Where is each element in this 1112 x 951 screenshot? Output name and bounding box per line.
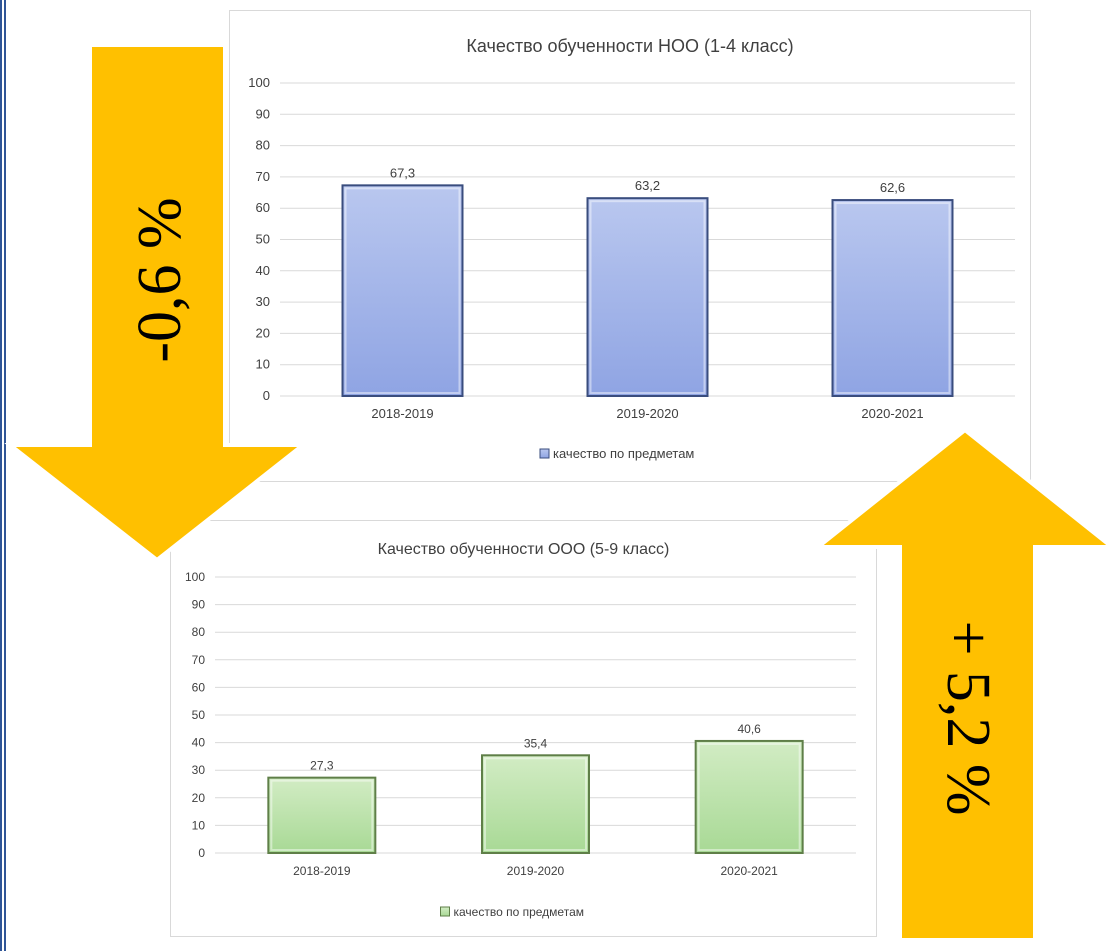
legend-label: качество по предметам	[553, 446, 694, 461]
x-tick-label: 2019-2020	[616, 406, 678, 421]
data-label: 35,4	[524, 736, 548, 750]
bar	[481, 754, 590, 855]
data-label: 27,3	[310, 759, 334, 773]
chart-noo-svg: Качество обученности НОО (1-4 класс) 0 10 2…	[248, 36, 1015, 461]
x-tick-label: 2018-2019	[371, 406, 433, 421]
legend-label: качество по предметам	[454, 905, 585, 919]
bar-bevel	[344, 187, 461, 394]
bar-bevel	[697, 742, 801, 851]
y-tick-label: 50	[192, 708, 206, 722]
y-tick-label: 20	[192, 791, 206, 805]
chart-noo-quality: Качество обученности НОО (1-4 класс) 0 10 2…	[229, 10, 1031, 482]
y-tick-label: 80	[192, 625, 206, 639]
down-arrow	[4, 43, 309, 563]
y-tick-label: 80	[256, 138, 270, 153]
data-label: 62,6	[880, 180, 905, 195]
y-tick-label: 90	[192, 598, 206, 612]
data-label: 63,2	[635, 178, 660, 193]
chart-title: Качество обученности ООО (5-9 класс)	[378, 541, 670, 558]
up-arrow-label: + 5,2 %	[934, 620, 1002, 816]
legend-swatch	[440, 906, 450, 917]
y-tick-label: 0	[263, 388, 270, 403]
bar	[267, 776, 377, 855]
bar-bevel	[589, 200, 706, 394]
bar	[694, 739, 804, 854]
y-tick-label: 30	[192, 763, 206, 777]
y-tick-label: 20	[256, 325, 270, 340]
x-tick-label: 2020-2021	[720, 864, 778, 878]
bar	[341, 184, 464, 397]
bar	[586, 197, 709, 397]
y-tick-label: 40	[192, 736, 206, 750]
y-tick-label: 10	[192, 818, 206, 832]
bar-bevel	[834, 202, 951, 394]
chart-title: Качество обученности НОО (1-4 класс)	[466, 36, 793, 56]
chart-ooo-quality: Качество обученности ООО (5-9 класс) 0 10 2…	[170, 520, 877, 937]
bar-bevel	[270, 779, 374, 852]
legend-swatch	[539, 448, 550, 459]
y-tick-label: 50	[256, 232, 270, 247]
down-arrow-label: -0,6 %	[126, 197, 194, 363]
chart-ooo-svg: Качество обученности ООО (5-9 класс) 0 10 2…	[185, 541, 856, 919]
y-tick-label: 40	[256, 263, 270, 278]
y-tick-label: 30	[256, 294, 270, 309]
y-tick-label: 70	[256, 169, 270, 184]
data-label: 40,6	[737, 722, 761, 736]
y-tick-label: 70	[192, 653, 206, 667]
up-arrow	[812, 427, 1112, 942]
x-tick-label: 2018-2019	[293, 864, 351, 878]
y-tick-label: 100	[185, 570, 205, 584]
y-tick-label: 0	[198, 846, 205, 860]
y-tick-label: 10	[256, 357, 270, 372]
y-tick-label: 90	[256, 106, 270, 121]
x-tick-label: 2020-2021	[861, 406, 923, 421]
y-tick-label: 100	[248, 75, 270, 90]
bar-bevel	[484, 757, 587, 852]
y-tick-label: 60	[256, 200, 270, 215]
data-label: 67,3	[390, 165, 415, 180]
y-tick-label: 60	[192, 680, 206, 694]
bar	[831, 199, 954, 397]
x-tick-label: 2019-2020	[507, 864, 565, 878]
